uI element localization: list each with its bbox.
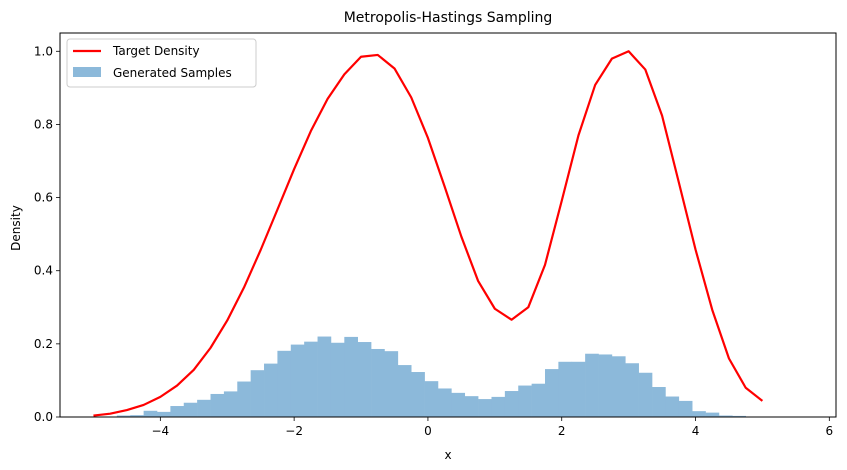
legend-box (66, 38, 257, 88)
y-tick-label: 0.6 (34, 191, 53, 205)
histogram-bar (571, 361, 586, 417)
histogram-bar (598, 354, 613, 417)
histogram-bar (451, 392, 466, 417)
x-tick-label: −4 (151, 424, 169, 438)
histogram-bar (183, 402, 198, 417)
histogram-bar (264, 363, 278, 417)
histogram-bar (344, 336, 358, 417)
legend: Target Density Generated Samples (66, 38, 257, 88)
histogram-bar (585, 353, 599, 417)
histogram-bar (237, 381, 251, 417)
x-tick-label: 2 (558, 424, 566, 438)
histogram-bar (411, 372, 425, 417)
histogram-bar (478, 399, 492, 417)
histogram-bar (170, 406, 185, 417)
legend-generated-samples-swatch (73, 67, 101, 77)
y-tick-label: 0.4 (34, 264, 53, 278)
x-axis: −4 −2 0 2 4 6 (151, 417, 833, 438)
histogram-bar (611, 356, 626, 417)
histogram-bar (371, 348, 385, 417)
histogram-bar (638, 372, 653, 417)
axes-frame (59, 32, 837, 418)
histogram-bar (223, 391, 238, 417)
x-tick-label: 4 (692, 424, 700, 438)
histogram-bar (491, 396, 506, 417)
histogram-bar (157, 411, 171, 417)
histogram-bar (143, 410, 158, 417)
histogram-bar (397, 365, 412, 417)
histogram-bar (210, 393, 225, 417)
chart-title: Metropolis-Hastings Sampling (344, 10, 553, 26)
y-tick-label: 1.0 (34, 44, 53, 58)
histogram-bar (290, 344, 305, 417)
histogram-bar (732, 415, 746, 417)
histogram-bar (545, 369, 559, 417)
y-tick-label: 0.2 (34, 337, 53, 351)
histogram-bar (504, 391, 519, 417)
histogram-bar (317, 336, 332, 417)
x-axis-label: x (444, 448, 451, 462)
histogram-bar (705, 412, 720, 417)
y-axis: 0.0 0.2 0.4 0.6 0.8 1.0 (34, 44, 60, 424)
histogram-bar (304, 341, 318, 417)
x-tick-label: −2 (285, 424, 303, 438)
histogram-bar (384, 351, 399, 417)
histogram-bar (718, 415, 733, 417)
histogram-bar (130, 415, 144, 417)
histogram-bar (518, 385, 532, 417)
histogram-bar (197, 399, 211, 417)
histogram-bar (250, 370, 265, 417)
histogram-bar (558, 361, 573, 417)
histogram-bar (277, 350, 292, 417)
histogram-bar (116, 415, 131, 417)
histogram-bar (665, 396, 680, 417)
plot-area (59, 32, 837, 418)
target-density-line (93, 50, 764, 417)
histogram-bar (464, 396, 479, 417)
histogram-bar (531, 383, 546, 417)
histogram-bar (357, 342, 372, 417)
histogram-bar (652, 387, 666, 417)
legend-target-density-label: Target Density (112, 44, 200, 58)
density-lines (93, 50, 764, 417)
histogram-bar (625, 363, 639, 417)
histogram-bar (678, 400, 693, 417)
legend-generated-samples-label: Generated Samples (113, 66, 232, 80)
histogram-bar (424, 381, 439, 417)
y-tick-label: 0.0 (34, 410, 53, 424)
y-axis-label: Density (9, 205, 23, 251)
y-tick-label: 0.8 (34, 117, 53, 131)
histogram-bar (330, 342, 345, 417)
x-tick-label: 0 (424, 424, 432, 438)
histogram-bar (437, 388, 452, 417)
x-tick-label: 6 (825, 424, 833, 438)
histogram-bars (116, 336, 746, 417)
histogram-bar (692, 411, 706, 417)
